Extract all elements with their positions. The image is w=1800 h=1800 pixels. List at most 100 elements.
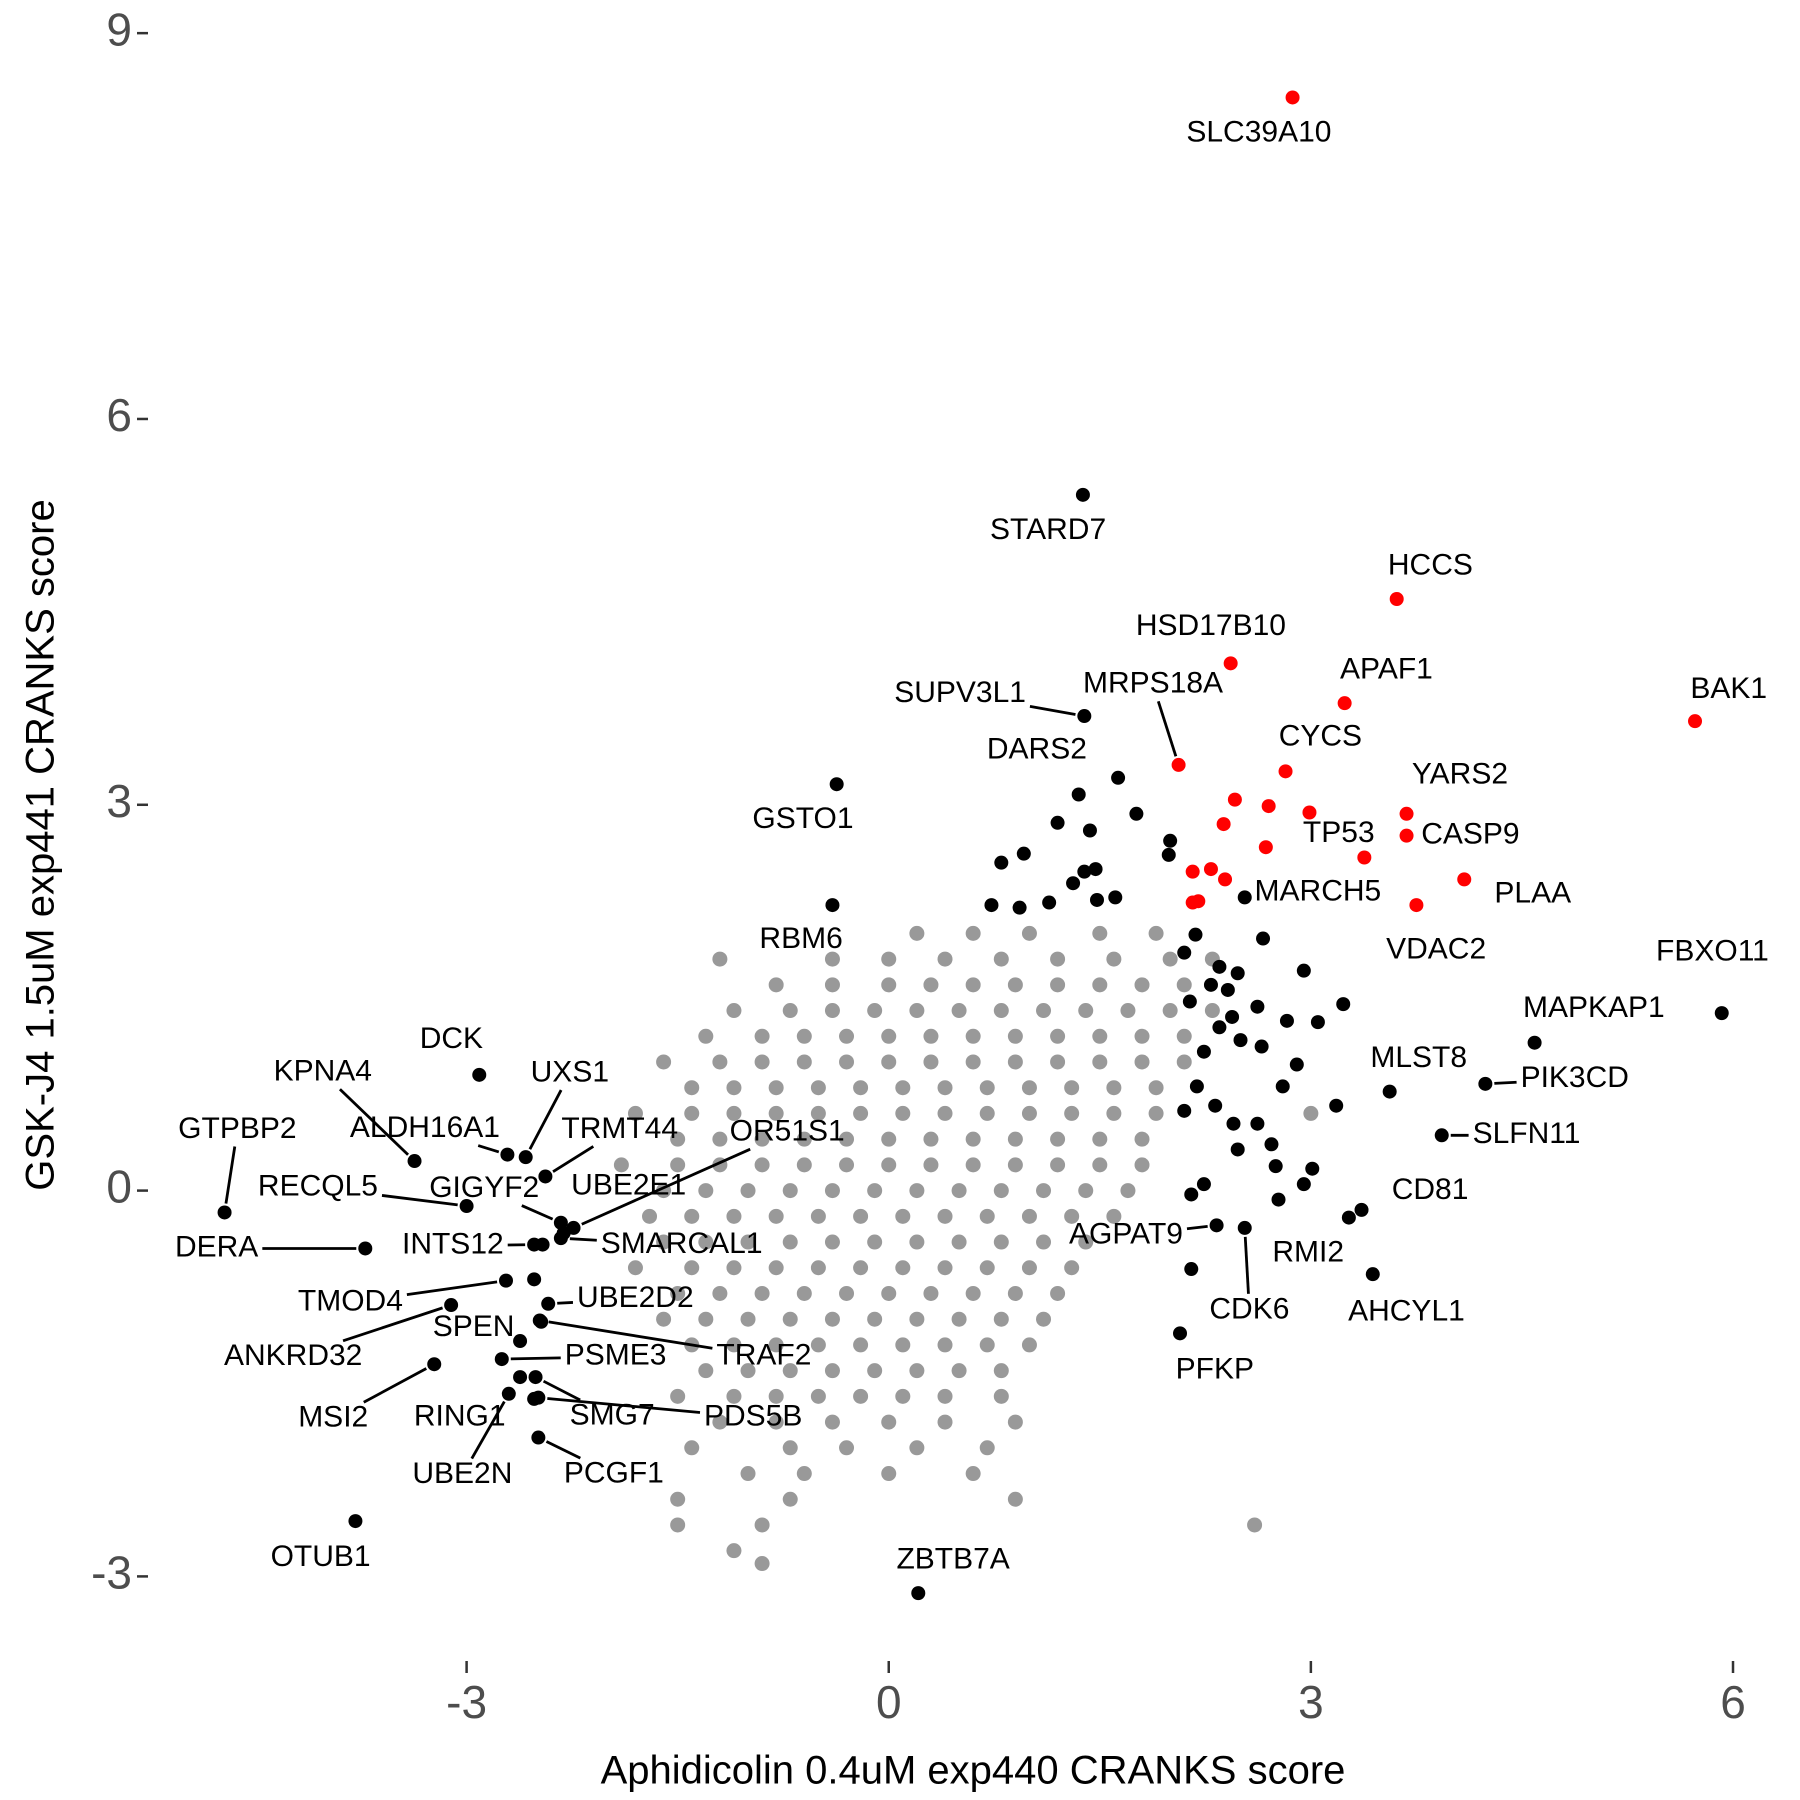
x-tick-label: -3 — [446, 1676, 487, 1728]
label-leader — [363, 1367, 427, 1404]
background-point — [1050, 1285, 1066, 1301]
background-point — [909, 1234, 925, 1250]
background-point — [1064, 1260, 1080, 1276]
background-point — [881, 977, 897, 993]
background-point — [881, 1285, 897, 1301]
highlight-point — [358, 1241, 373, 1256]
highlight-point — [1254, 1039, 1269, 1054]
label-leader — [470, 1400, 506, 1460]
highlight-point — [1184, 1187, 1199, 1202]
background-point — [684, 1440, 700, 1456]
highlight-point — [472, 1067, 487, 1082]
highlight-point — [1230, 1142, 1245, 1157]
background-point — [965, 925, 981, 941]
highlight-point — [527, 1391, 542, 1406]
background-point — [1078, 1234, 1094, 1250]
highlight-point — [1399, 806, 1414, 821]
background-point — [1078, 1183, 1094, 1199]
highlight-point — [541, 1296, 556, 1311]
background-point — [923, 1131, 939, 1147]
background-point — [839, 1157, 855, 1173]
background-point — [684, 1208, 700, 1224]
point-label: MARCH5 — [1255, 875, 1382, 908]
point-label: RBM6 — [759, 922, 842, 955]
background-point — [698, 1234, 714, 1250]
background-point — [712, 951, 728, 967]
background-point — [1021, 1105, 1037, 1121]
background-point — [824, 1003, 840, 1019]
highlight-point — [459, 1199, 474, 1214]
point-label: UBE2N — [412, 1457, 512, 1490]
background-point — [684, 1105, 700, 1121]
background-point — [881, 1414, 897, 1430]
point-label: DERA — [175, 1230, 258, 1263]
label-leader — [528, 1089, 563, 1150]
background-point — [1134, 1131, 1150, 1147]
label-leader — [545, 1440, 581, 1460]
label-leader — [477, 1144, 500, 1154]
background-point — [1064, 1105, 1080, 1121]
background-point — [740, 1311, 756, 1327]
background-point — [1021, 1208, 1037, 1224]
y-axis-title: GSK-J4 1.5uM exp441 CRANKS score — [19, 499, 63, 1190]
highlight-point — [1296, 1177, 1311, 1192]
point-label: STARD7 — [990, 513, 1106, 546]
highlight-point — [566, 1220, 581, 1235]
background-point — [909, 1363, 925, 1379]
highlight-point — [1261, 799, 1276, 814]
background-point — [810, 1337, 826, 1353]
background-point — [1021, 1080, 1037, 1096]
highlight-point — [1478, 1076, 1493, 1091]
highlight-point — [829, 777, 844, 792]
background-point — [656, 1234, 672, 1250]
background-point — [796, 1466, 812, 1482]
highlight-point — [1289, 1057, 1304, 1072]
background-point — [1204, 1003, 1220, 1019]
highlight-point — [1382, 1084, 1397, 1099]
background-point — [754, 1054, 770, 1070]
highlight-point — [1365, 1267, 1380, 1282]
background-point — [754, 1028, 770, 1044]
background-point — [712, 1285, 728, 1301]
highlight-point — [1185, 864, 1200, 879]
point-label: PDS5B — [704, 1399, 802, 1432]
highlight-point — [1223, 656, 1238, 671]
background-point — [881, 1157, 897, 1173]
highlight-point — [1688, 714, 1703, 729]
background-point — [965, 1028, 981, 1044]
y-tick-label: 0 — [106, 1161, 132, 1213]
label-leader — [338, 1088, 410, 1156]
point-label: FBXO11 — [1656, 935, 1769, 968]
point-label: PCGF1 — [564, 1457, 664, 1490]
background-point — [937, 1388, 953, 1404]
y-tick-label: -3 — [91, 1547, 132, 1599]
point-label: RMI2 — [1272, 1236, 1344, 1269]
point-label: RING1 — [414, 1400, 506, 1433]
background-point — [1050, 977, 1066, 993]
highlight-point — [1310, 1015, 1325, 1030]
background-point — [782, 1311, 798, 1327]
highlight-point — [1302, 805, 1317, 820]
background-point — [726, 1105, 742, 1121]
background-point — [712, 1131, 728, 1147]
background-point — [782, 1183, 798, 1199]
background-point — [965, 1054, 981, 1070]
point-label: MSI2 — [298, 1401, 368, 1434]
background-point — [993, 1234, 1009, 1250]
highlight-point — [1077, 709, 1092, 724]
background-point — [1176, 977, 1192, 993]
background-point — [613, 1157, 629, 1173]
background-point — [726, 1003, 742, 1019]
background-point — [979, 1080, 995, 1096]
label-leader — [1243, 1236, 1250, 1294]
background-point — [670, 1285, 686, 1301]
background-point — [923, 1157, 939, 1173]
background-point — [1148, 925, 1164, 941]
highlight-point — [1177, 945, 1192, 960]
highlight-point — [1329, 1098, 1344, 1113]
background-point — [1134, 1054, 1150, 1070]
highlight-point — [1275, 1079, 1290, 1094]
background-point — [895, 1388, 911, 1404]
